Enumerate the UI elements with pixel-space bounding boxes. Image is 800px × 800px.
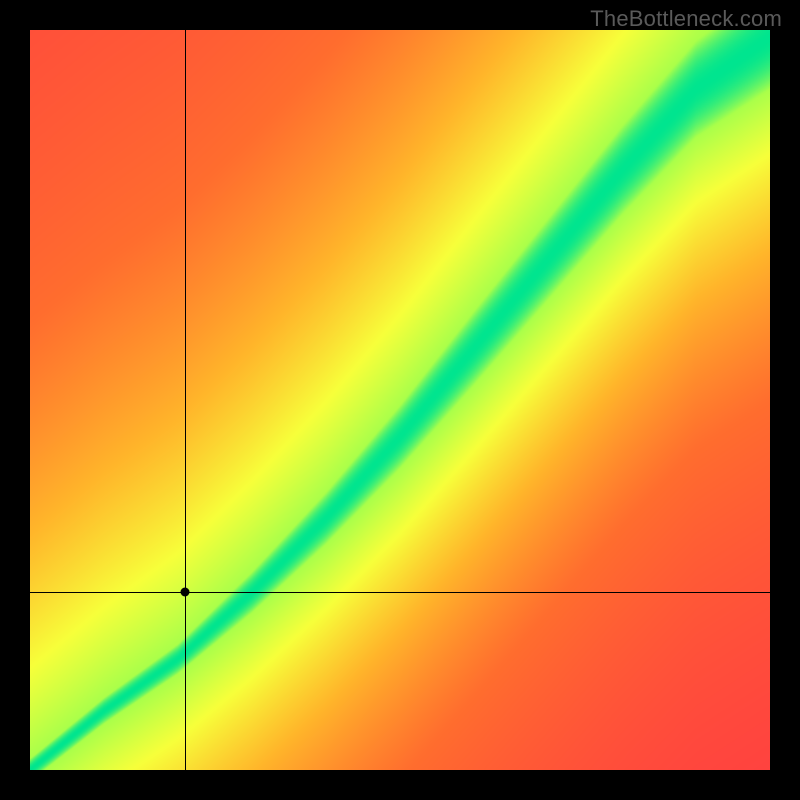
heatmap-canvas <box>30 30 770 770</box>
watermark-text: TheBottleneck.com <box>590 6 782 32</box>
crosshair-vertical <box>185 30 186 770</box>
plot-area <box>30 30 770 770</box>
crosshair-dot <box>181 588 190 597</box>
crosshair-horizontal <box>30 592 770 593</box>
chart-container: TheBottleneck.com <box>0 0 800 800</box>
